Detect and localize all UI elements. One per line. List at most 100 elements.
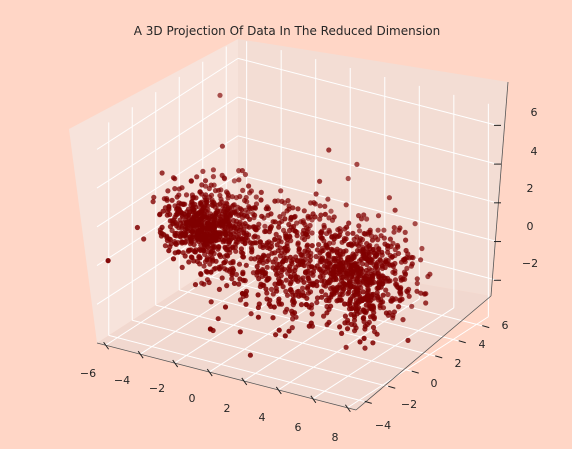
data-point	[222, 304, 229, 310]
data-point	[247, 216, 253, 222]
data-point	[229, 203, 235, 210]
data-point	[268, 224, 274, 230]
data-point	[280, 284, 286, 290]
data-point	[301, 279, 307, 285]
data-point	[391, 229, 397, 235]
data-point	[202, 178, 209, 184]
data-point	[396, 304, 402, 310]
data-point	[382, 264, 388, 271]
data-point	[225, 206, 231, 212]
data-point	[246, 204, 252, 210]
data-point	[341, 238, 347, 244]
data-point	[337, 324, 343, 330]
data-point	[305, 253, 312, 259]
data-point	[164, 197, 170, 203]
data-point	[346, 220, 352, 226]
data-point	[345, 257, 351, 263]
data-point	[288, 286, 294, 293]
x-tick-mark	[275, 386, 282, 395]
data-point	[211, 201, 217, 207]
data-point	[253, 194, 259, 200]
data-point	[361, 309, 367, 315]
data-point	[358, 256, 364, 262]
grid-line-x-floor	[174, 271, 316, 364]
data-point	[264, 264, 270, 270]
data-point	[188, 247, 194, 253]
data-point	[219, 143, 225, 149]
data-point	[276, 224, 282, 230]
z-tick-label: 2	[527, 182, 534, 195]
data-point	[167, 218, 173, 224]
data-point	[351, 314, 358, 320]
data-point	[322, 269, 328, 275]
data-point	[364, 281, 370, 287]
y-tick-label: −4	[375, 419, 391, 432]
data-point	[402, 272, 408, 278]
data-point	[229, 276, 235, 282]
y-tick-label: 6	[502, 319, 509, 332]
data-point	[217, 266, 223, 272]
grid-line-z-left	[96, 135, 239, 228]
data-point	[373, 263, 380, 269]
data-point	[225, 195, 231, 201]
data-point	[414, 288, 420, 294]
data-point	[349, 306, 355, 312]
z-axis-line	[490, 81, 509, 297]
data-point	[262, 270, 268, 277]
data-point	[322, 263, 328, 269]
data-point	[162, 243, 168, 249]
data-point	[323, 231, 330, 237]
data-point	[222, 238, 229, 244]
data-point	[205, 203, 211, 209]
data-point	[362, 345, 368, 351]
data-point	[356, 223, 362, 229]
data-point	[254, 269, 260, 275]
data-point	[318, 234, 324, 240]
data-point	[370, 324, 377, 331]
data-point	[181, 211, 187, 217]
data-point	[198, 201, 204, 207]
data-point	[174, 223, 180, 229]
data-point	[215, 221, 221, 227]
data-point	[237, 297, 244, 303]
data-point	[203, 192, 209, 198]
data-point	[404, 265, 410, 271]
data-point	[326, 215, 332, 221]
data-point	[274, 288, 280, 294]
data-point	[317, 216, 323, 222]
data-point	[298, 252, 304, 258]
data-point	[295, 262, 302, 268]
data-point	[377, 303, 383, 309]
data-point	[298, 302, 305, 308]
data-point	[300, 285, 306, 291]
data-point	[344, 326, 351, 332]
data-point	[414, 276, 420, 282]
data-point	[362, 323, 368, 329]
data-point	[258, 281, 264, 287]
data-point	[203, 225, 209, 231]
data-point	[243, 301, 249, 307]
data-point	[211, 220, 217, 226]
data-point	[379, 249, 385, 255]
data-point	[270, 259, 276, 265]
data-point	[233, 271, 239, 278]
data-point	[188, 224, 194, 230]
data-point	[268, 244, 275, 250]
data-point	[194, 230, 201, 236]
x-tick-label: 6	[295, 421, 302, 434]
data-point	[385, 249, 391, 255]
data-point	[355, 243, 362, 249]
data-point	[374, 293, 380, 299]
data-point	[370, 291, 376, 297]
data-point	[266, 301, 272, 307]
data-point	[231, 178, 237, 184]
data-point	[243, 262, 249, 268]
data-point	[256, 276, 262, 282]
data-point	[175, 211, 181, 217]
data-point	[402, 229, 408, 235]
x-tick-mark	[172, 359, 179, 368]
data-point	[213, 258, 219, 264]
data-point	[361, 275, 367, 281]
data-point	[291, 299, 297, 305]
